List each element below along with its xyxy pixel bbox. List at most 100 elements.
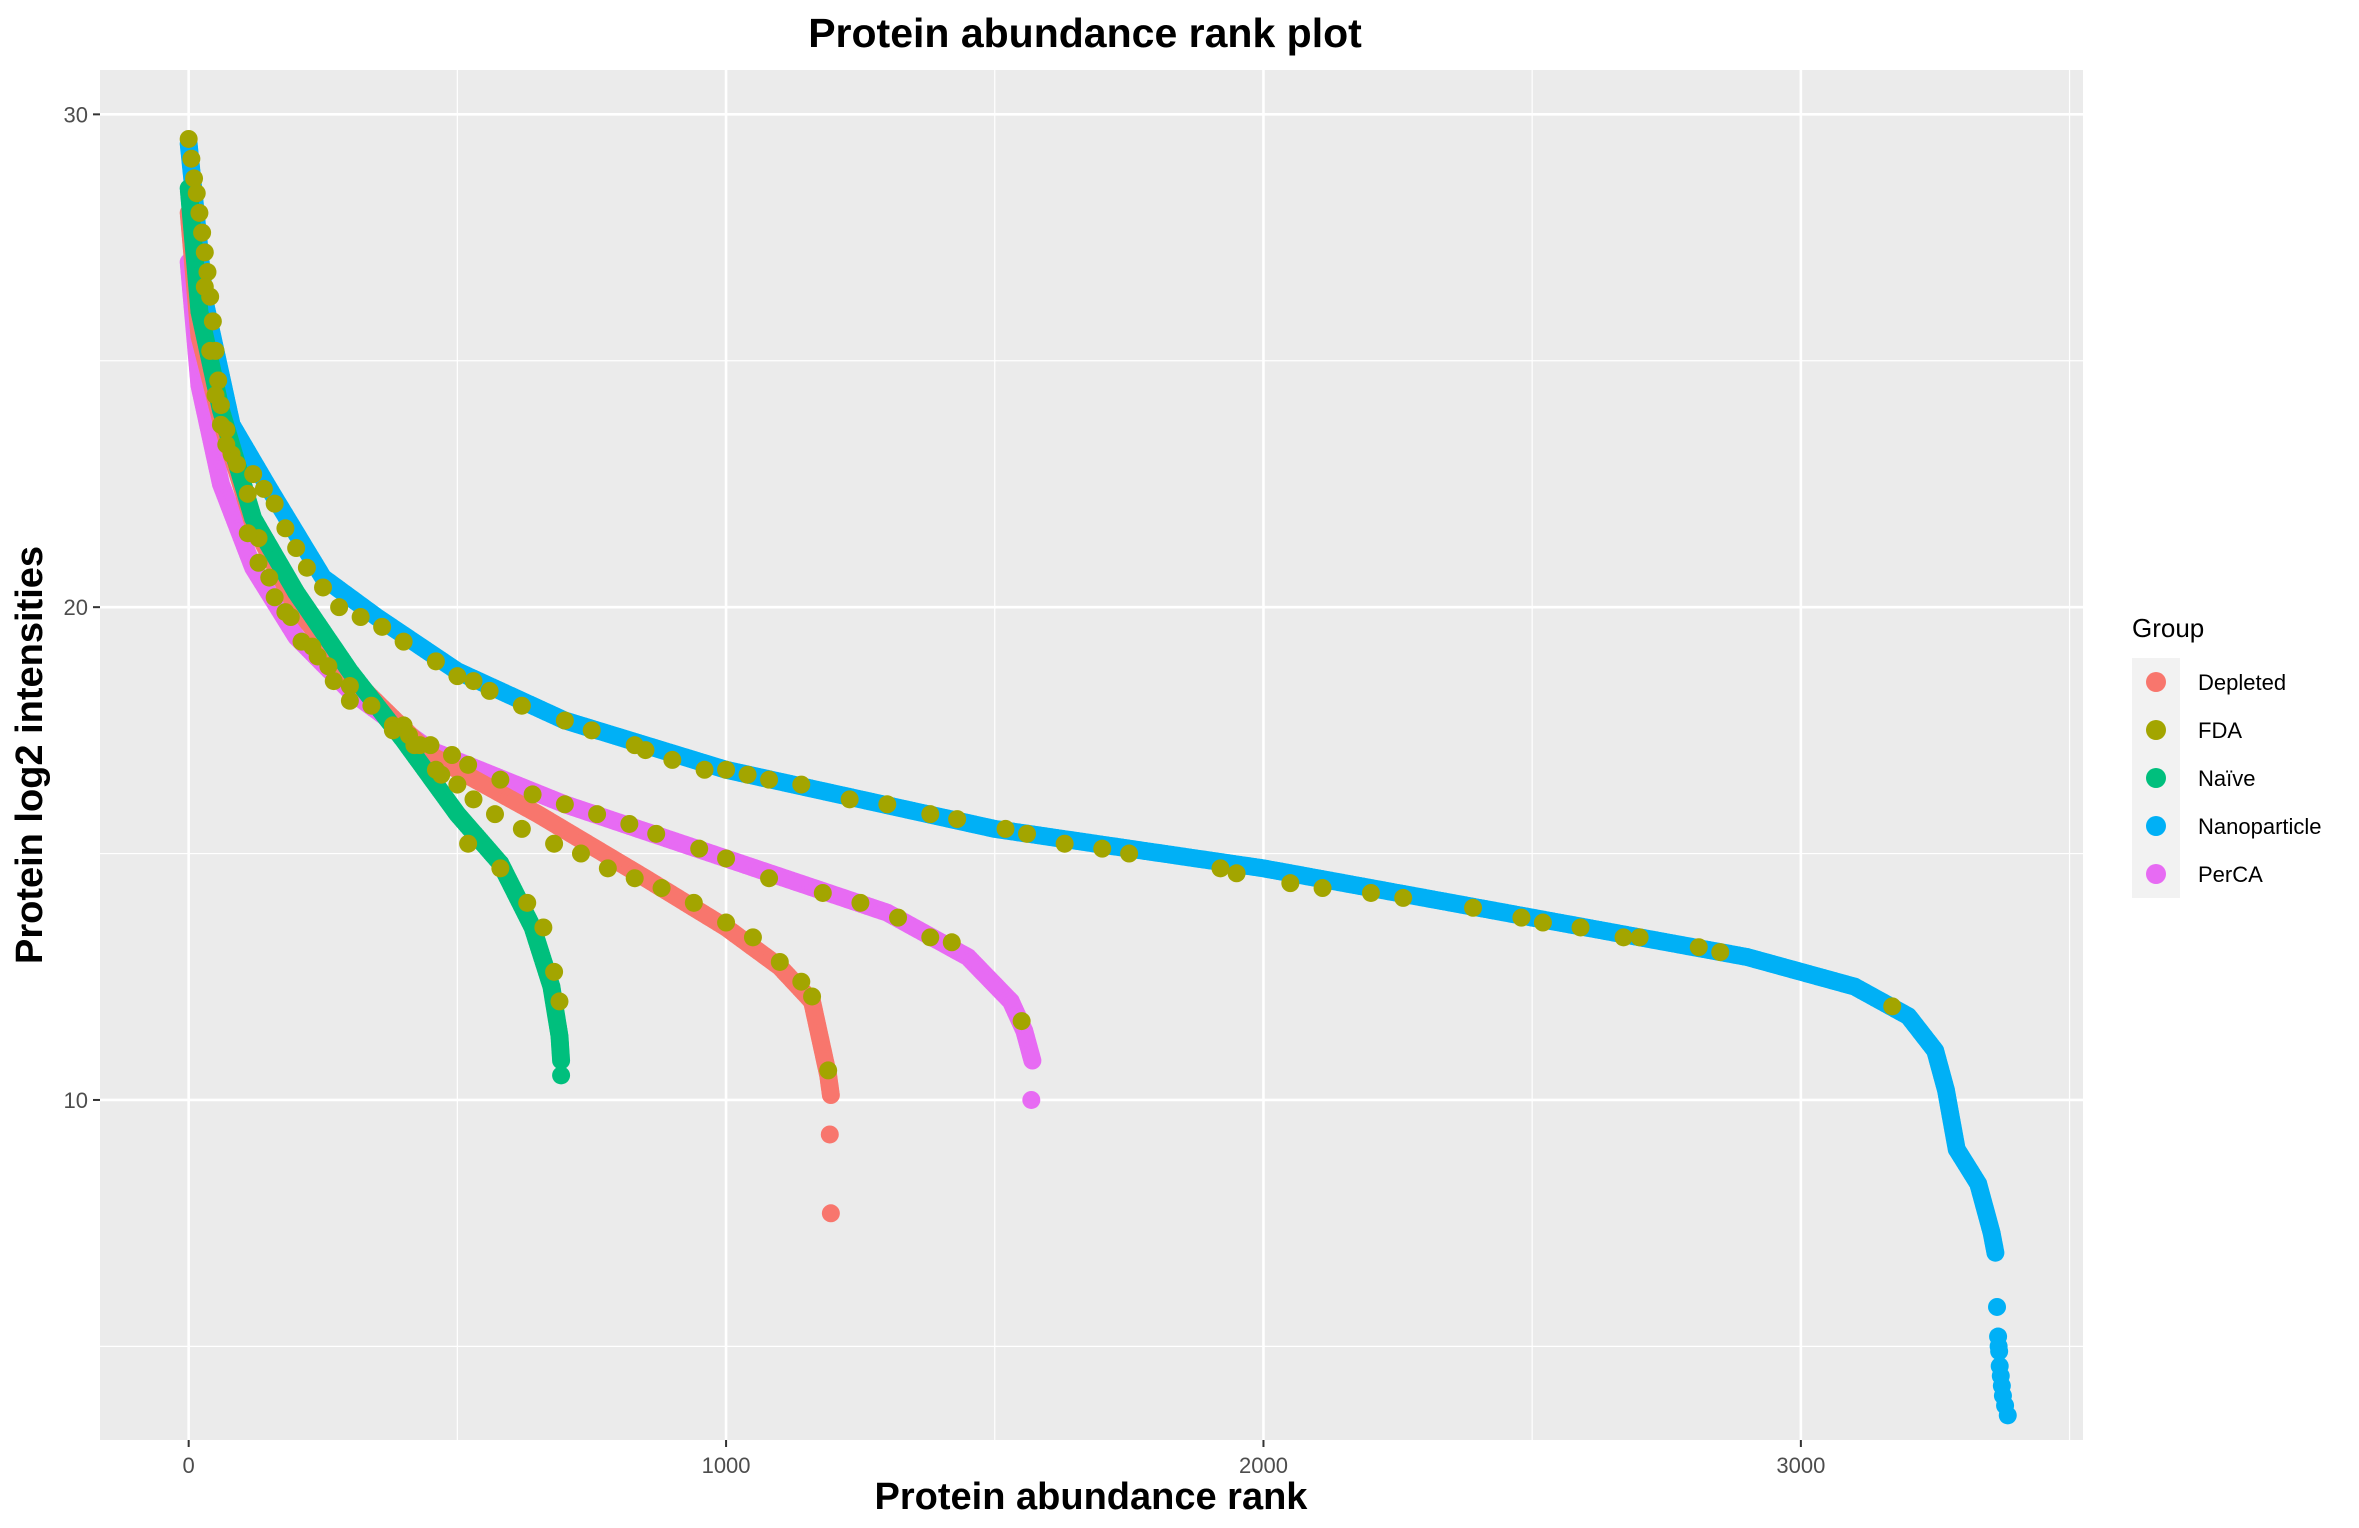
data-point — [265, 494, 284, 513]
data-point — [684, 893, 703, 912]
data-point — [552, 1066, 571, 1085]
data-point — [523, 785, 542, 804]
data-point — [1571, 918, 1590, 937]
data-point — [448, 667, 467, 686]
data-point — [211, 415, 230, 434]
data-point — [1464, 898, 1483, 917]
data-point — [1023, 1051, 1042, 1070]
data-point — [209, 371, 228, 390]
data-point — [319, 657, 338, 676]
data-point — [1883, 997, 1902, 1016]
legend-label: Nanoparticle — [2198, 814, 2322, 839]
data-point — [426, 652, 445, 671]
data-point — [459, 755, 478, 774]
data-point — [625, 869, 644, 888]
data-point — [760, 869, 779, 888]
legend: Group Depleted FDA Naïve Nanoparticle PerCA — [2132, 613, 2322, 898]
data-point — [663, 750, 682, 769]
data-point — [195, 243, 214, 262]
data-point — [803, 987, 822, 1006]
data-point — [198, 263, 217, 282]
data-point — [1093, 839, 1112, 858]
legend-label: FDA — [2198, 718, 2242, 743]
legend-label: Naïve — [2198, 766, 2255, 791]
legend-swatch — [2146, 768, 2166, 788]
data-point — [201, 341, 220, 360]
data-point — [717, 849, 736, 868]
data-point — [1361, 883, 1380, 902]
data-point — [265, 588, 284, 607]
data-point — [464, 672, 483, 691]
y-tick-label: 10 — [64, 1088, 88, 1113]
data-point — [1055, 834, 1074, 853]
data-point — [1711, 943, 1730, 962]
legend-label: Depleted — [2198, 670, 2286, 695]
legend-item: Depleted — [2132, 658, 2286, 706]
data-point — [652, 879, 671, 898]
data-point — [738, 765, 757, 784]
data-point — [1533, 913, 1552, 932]
data-point — [1986, 1243, 2005, 1262]
data-point — [491, 770, 510, 789]
data-point — [228, 455, 247, 474]
legend-item: PerCA — [2132, 850, 2263, 898]
plot-panel — [100, 70, 2083, 1440]
data-point — [480, 681, 499, 700]
chart-title: Protein abundance rank plot — [808, 10, 1362, 56]
data-point — [921, 928, 940, 947]
data-point — [690, 839, 709, 858]
data-point — [1512, 908, 1531, 927]
data-point — [249, 553, 268, 572]
data-point — [448, 775, 467, 794]
data-point — [260, 568, 279, 587]
legend-swatch — [2146, 672, 2166, 692]
data-point — [545, 834, 564, 853]
major-gridlines — [100, 70, 2083, 1440]
data-point — [636, 741, 655, 760]
data-point — [373, 617, 392, 636]
data-point — [1012, 1012, 1031, 1031]
data-point — [598, 859, 617, 878]
x-tick-label: 2000 — [1239, 1453, 1288, 1478]
data-point — [281, 608, 300, 627]
data-point — [717, 913, 736, 932]
data-point — [717, 760, 736, 779]
legend-item: Naïve — [2132, 754, 2255, 802]
data-point — [813, 883, 832, 902]
data-point — [921, 805, 940, 824]
data-point — [303, 637, 322, 656]
data-point — [340, 691, 359, 710]
data-point — [1394, 888, 1413, 907]
data-point — [695, 760, 714, 779]
data-point — [185, 169, 204, 188]
data-point — [206, 386, 225, 405]
data-point — [889, 908, 908, 927]
series-fda — [179, 129, 1902, 1080]
data-point — [1018, 824, 1037, 843]
data-point — [1630, 928, 1649, 947]
data-point — [878, 795, 897, 814]
data-point — [819, 1061, 838, 1080]
data-point — [254, 479, 273, 498]
data-point — [1281, 874, 1300, 893]
data-point — [1689, 938, 1708, 957]
data-point — [340, 677, 359, 696]
data-point — [330, 598, 349, 617]
data-point — [942, 933, 961, 952]
data-point — [287, 539, 306, 558]
data-point — [550, 992, 569, 1011]
legend-item: FDA — [2132, 706, 2242, 754]
data-point — [464, 790, 483, 809]
data-point — [193, 223, 212, 242]
data-point — [620, 814, 639, 833]
data-point — [1990, 1342, 2009, 1361]
y-tick-label: 20 — [64, 595, 88, 620]
data-point — [792, 775, 811, 794]
data-point — [324, 672, 343, 691]
data-point — [555, 711, 574, 730]
data-point — [582, 721, 601, 740]
data-point — [821, 1204, 840, 1223]
x-tick-label: 0 — [183, 1453, 195, 1478]
x-tick-label: 1000 — [702, 1453, 751, 1478]
data-point — [362, 696, 381, 715]
